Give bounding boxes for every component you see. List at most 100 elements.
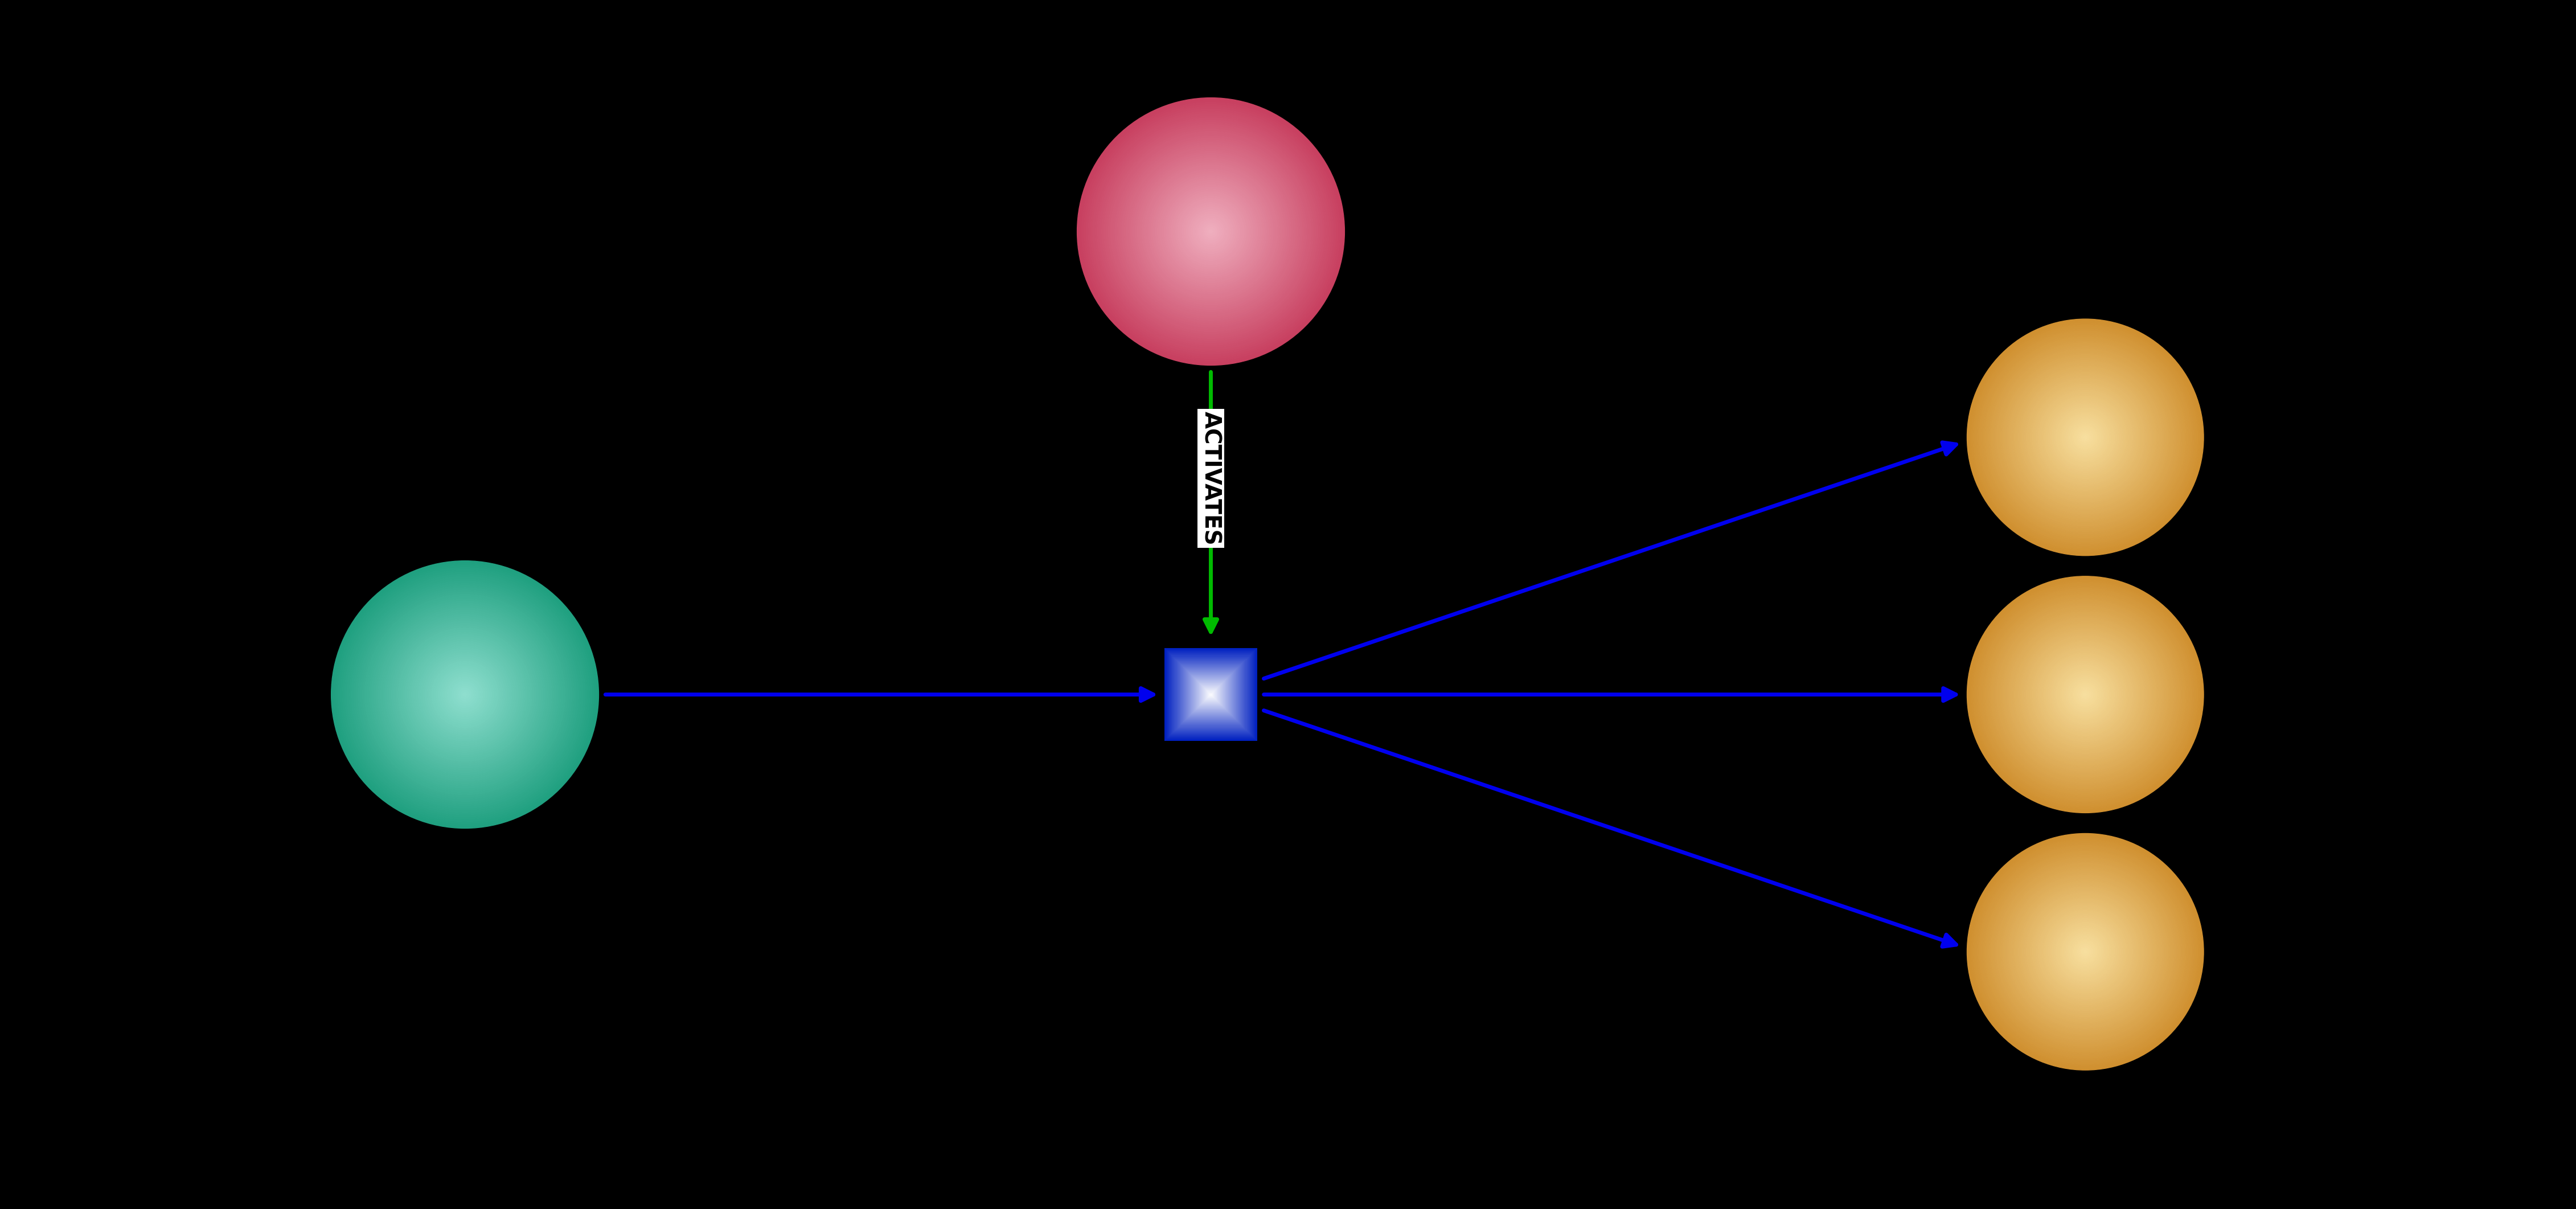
Circle shape [2053,661,2120,728]
Circle shape [453,683,477,706]
Circle shape [2027,378,2143,497]
Circle shape [422,652,507,737]
Circle shape [2063,930,2107,973]
Circle shape [2069,420,2102,455]
FancyBboxPatch shape [1167,650,1255,739]
Circle shape [1193,214,1229,249]
Circle shape [1994,860,2177,1045]
Circle shape [2040,392,2130,482]
Circle shape [461,690,469,699]
Circle shape [389,619,541,770]
Circle shape [2035,646,2136,744]
FancyBboxPatch shape [1200,686,1221,704]
Circle shape [1978,588,2192,802]
Text: ACTIVATES: ACTIVATES [1200,411,1221,545]
Circle shape [464,693,466,696]
Circle shape [1136,156,1285,307]
Circle shape [1082,103,1340,360]
Circle shape [2022,631,2148,758]
Circle shape [2076,944,2094,960]
Circle shape [1976,841,2195,1063]
Circle shape [2058,667,2112,722]
Circle shape [2025,891,2146,1013]
Circle shape [1994,347,2177,528]
Circle shape [2032,898,2138,1005]
Circle shape [1144,164,1278,299]
Circle shape [2069,936,2102,967]
Circle shape [1126,146,1296,317]
Circle shape [1996,348,2174,526]
Circle shape [1190,212,1231,251]
Circle shape [366,596,564,793]
Circle shape [1157,178,1265,285]
Circle shape [2025,376,2146,498]
Circle shape [1968,320,2202,554]
Circle shape [1976,844,2195,1060]
Circle shape [1182,203,1239,260]
Circle shape [2007,615,2164,774]
Circle shape [2030,897,2141,1007]
Circle shape [2043,908,2128,995]
FancyBboxPatch shape [1203,688,1218,701]
FancyBboxPatch shape [1167,649,1257,740]
Circle shape [2074,426,2097,449]
Circle shape [1077,98,1345,365]
Circle shape [1994,345,2177,530]
Circle shape [1968,577,2202,812]
Circle shape [1200,220,1221,243]
Circle shape [1087,106,1337,357]
Circle shape [381,609,549,780]
Circle shape [1984,337,2187,538]
Circle shape [456,686,474,704]
Circle shape [2061,929,2110,976]
Circle shape [2076,428,2094,447]
Circle shape [2017,625,2154,764]
Circle shape [2035,386,2136,488]
Circle shape [1087,109,1334,354]
Circle shape [1978,845,2192,1058]
Circle shape [1991,857,2179,1047]
Circle shape [2069,678,2102,711]
FancyBboxPatch shape [1193,676,1229,713]
Circle shape [1090,111,1332,352]
Circle shape [1133,154,1288,310]
Circle shape [2050,401,2120,473]
FancyBboxPatch shape [1170,654,1252,735]
Circle shape [2038,647,2133,742]
Circle shape [1103,122,1319,341]
Circle shape [1991,342,2179,532]
Circle shape [2053,404,2120,470]
FancyBboxPatch shape [1193,677,1229,712]
FancyBboxPatch shape [1185,667,1236,721]
Circle shape [2079,945,2092,958]
Circle shape [1198,218,1224,245]
Circle shape [1989,855,2182,1048]
Circle shape [1105,125,1319,339]
Circle shape [2027,895,2143,1010]
Circle shape [1172,193,1249,270]
Circle shape [2045,398,2125,476]
Circle shape [2061,411,2110,463]
Circle shape [2004,357,2166,519]
Circle shape [348,579,580,810]
Circle shape [371,601,559,788]
Circle shape [2058,410,2112,465]
FancyBboxPatch shape [1208,693,1213,696]
Circle shape [2025,634,2146,756]
FancyBboxPatch shape [1172,655,1249,734]
Circle shape [1996,863,2174,1041]
Circle shape [2056,407,2115,467]
Circle shape [1162,183,1260,280]
Circle shape [2084,950,2087,954]
Circle shape [386,617,544,773]
Circle shape [1973,582,2197,806]
Circle shape [448,679,482,710]
Circle shape [363,592,567,797]
Circle shape [2014,366,2156,508]
Circle shape [2012,621,2159,768]
Circle shape [2048,400,2123,475]
FancyBboxPatch shape [1182,666,1239,723]
Circle shape [2081,948,2089,955]
Circle shape [2002,869,2169,1035]
Circle shape [2020,630,2151,759]
